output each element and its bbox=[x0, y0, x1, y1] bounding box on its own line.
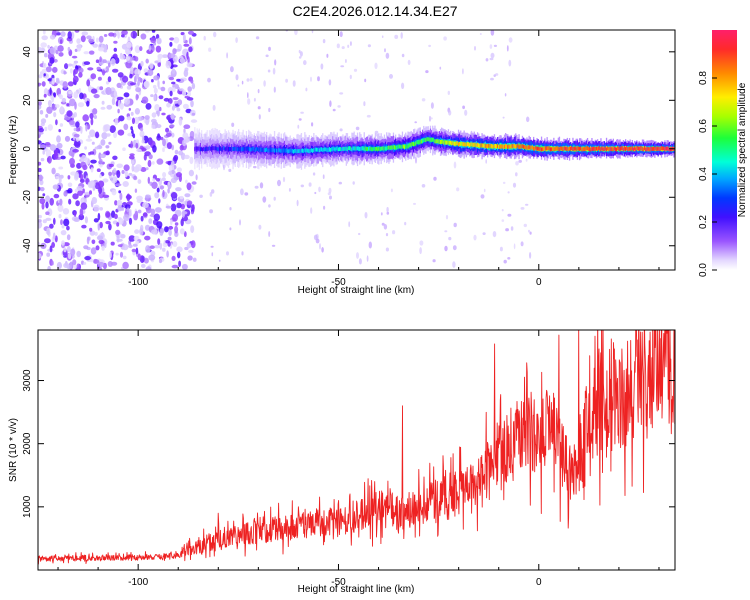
y-tick-label: 3000 bbox=[22, 369, 33, 392]
spectrogram-image bbox=[38, 30, 675, 270]
colorbar-gradient bbox=[712, 30, 737, 270]
y-tick-label: 1000 bbox=[22, 495, 33, 518]
spectrogram-panel: -100 -50 0 -40 -20 0 20 40 Height of straight l… bbox=[8, 29, 676, 296]
colorbar-tick-label: 0.8 bbox=[698, 71, 709, 85]
spectrogram-x-label: Height of straight line (km) bbox=[298, 285, 415, 296]
colorbar-tick-label: 0.0 bbox=[698, 263, 709, 277]
x-tick-label: -100 bbox=[128, 277, 148, 288]
colorbar-ticks: 0.0 0.2 0.4 0.6 0.8 bbox=[698, 71, 717, 277]
snr-plot bbox=[38, 330, 675, 565]
x-tick-label: 0 bbox=[536, 277, 542, 288]
y-tick-label: 2000 bbox=[22, 432, 33, 455]
x-tick-label: -100 bbox=[128, 577, 148, 588]
y-tick-label: -40 bbox=[22, 238, 33, 253]
colorbar-tick-label: 0.2 bbox=[698, 215, 709, 229]
figure-title: C2E4.2026.012.14.34.E27 bbox=[292, 3, 458, 19]
colorbar-label: Normalized spectral amplitude bbox=[737, 82, 748, 217]
y-tick-label: -20 bbox=[22, 190, 33, 205]
y-tick-label: 40 bbox=[22, 46, 33, 58]
snr-y-label: SNR (10 * v/v) bbox=[8, 418, 19, 482]
y-tick-label: 0 bbox=[22, 146, 33, 152]
spectrogram-y-label: Frequency (Hz) bbox=[8, 116, 19, 185]
colorbar-tick-label: 0.4 bbox=[698, 167, 709, 181]
spectrogram-axes: -100 -50 0 -40 -20 0 20 40 bbox=[22, 30, 675, 288]
x-tick-label: -50 bbox=[331, 277, 346, 288]
snr-x-label: Height of straight line (km) bbox=[298, 584, 415, 595]
snr-frame bbox=[37, 329, 676, 571]
snr-plot-area bbox=[38, 330, 675, 570]
y-tick-label: 20 bbox=[22, 94, 33, 106]
spectrogram-frame bbox=[37, 29, 676, 271]
x-tick-label: -50 bbox=[331, 577, 346, 588]
snr-axes: -100 -50 0 1000 2000 3000 bbox=[22, 330, 675, 588]
colorbar: 0.0 0.2 0.4 0.6 0.8 Normalized spectral ampl… bbox=[698, 30, 748, 277]
colorbar-tick-label: 0.6 bbox=[698, 119, 709, 133]
x-tick-label: 0 bbox=[536, 577, 542, 588]
snr-panel: -100 -50 0 1000 2000 3000 Height of straight … bbox=[8, 329, 676, 595]
